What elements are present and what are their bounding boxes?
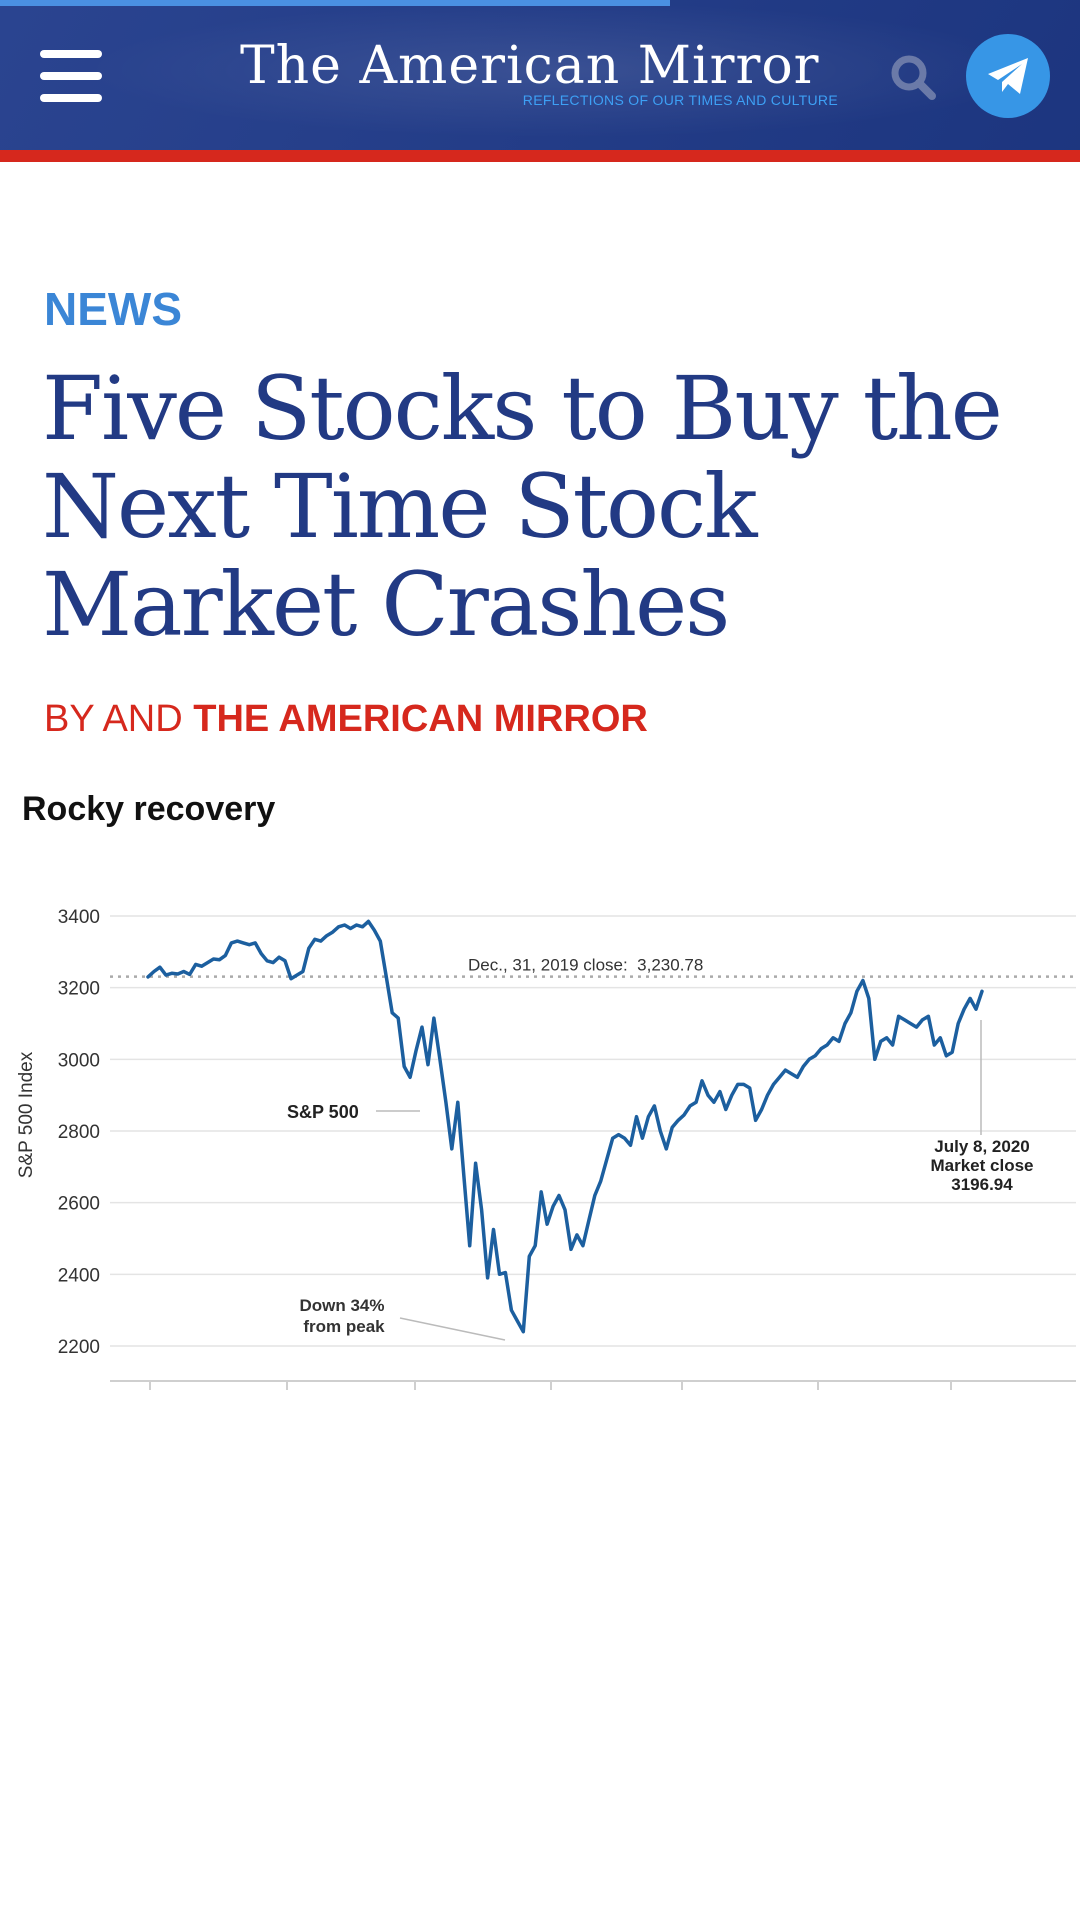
site-logo[interactable]: The American Mirror REFLECTIONS OF OUR T… <box>240 36 840 116</box>
reference-line-label: Dec., 31, 2019 close: 3,230.78 <box>468 956 703 975</box>
sp500-line-chart: 2200 2400 2600 2800 3000 3200 3400 Dec., 31, 2… <box>16 907 1076 1390</box>
site-title: The American Mirror <box>240 36 820 96</box>
trough-label-line1: Down 34% <box>299 1296 384 1315</box>
chart-gridlines <box>110 915 1076 1347</box>
y-tick-label: 2600 <box>58 1194 100 1215</box>
y-tick-label: 3200 <box>58 979 100 1000</box>
end-label-line2: Market close <box>931 1156 1034 1175</box>
y-tick-label: 3400 <box>58 907 100 928</box>
reading-progress-bar <box>0 0 670 6</box>
chart-y-axis-label: S&P 500 Index <box>16 1051 37 1178</box>
byline-author-link[interactable]: THE AMERICAN MIRROR <box>193 698 648 740</box>
series-line-sp500 <box>146 919 984 1334</box>
site-tagline: REFLECTIONS OF OUR TIMES AND CULTURE <box>522 92 838 108</box>
chart-title: Rocky recovery <box>22 790 276 828</box>
byline-prefix: BY AND <box>44 698 194 740</box>
search-icon[interactable] <box>890 54 936 100</box>
end-label-line1: July 8, 2020 <box>934 1137 1029 1156</box>
telegram-button[interactable] <box>966 34 1050 118</box>
chart-y-tick-labels: 2200 2400 2600 2800 3000 3200 3400 <box>58 907 100 1358</box>
telegram-icon <box>988 58 1028 94</box>
trough-label-leader <box>399 1317 506 1341</box>
series-label: S&P 500 <box>287 1102 359 1122</box>
article-byline: BY AND THE AMERICAN MIRROR <box>44 698 648 741</box>
y-tick-label: 2200 <box>58 1337 100 1358</box>
header-accent-stripe <box>0 150 1080 162</box>
article-category[interactable]: NEWS <box>44 283 182 335</box>
y-tick-label: 3000 <box>58 1050 100 1071</box>
hamburger-icon <box>40 50 102 58</box>
menu-button[interactable] <box>40 50 102 102</box>
y-tick-label: 2800 <box>58 1122 100 1143</box>
trough-label-line2: from peak <box>303 1317 385 1336</box>
site-header <box>0 0 1080 150</box>
article-headline: Five Stocks to Buy the Next Time Stock M… <box>42 357 1003 656</box>
chart-x-ticks <box>149 1381 952 1390</box>
end-label-line3: 3196.94 <box>951 1175 1013 1194</box>
y-tick-label: 2400 <box>58 1265 100 1286</box>
